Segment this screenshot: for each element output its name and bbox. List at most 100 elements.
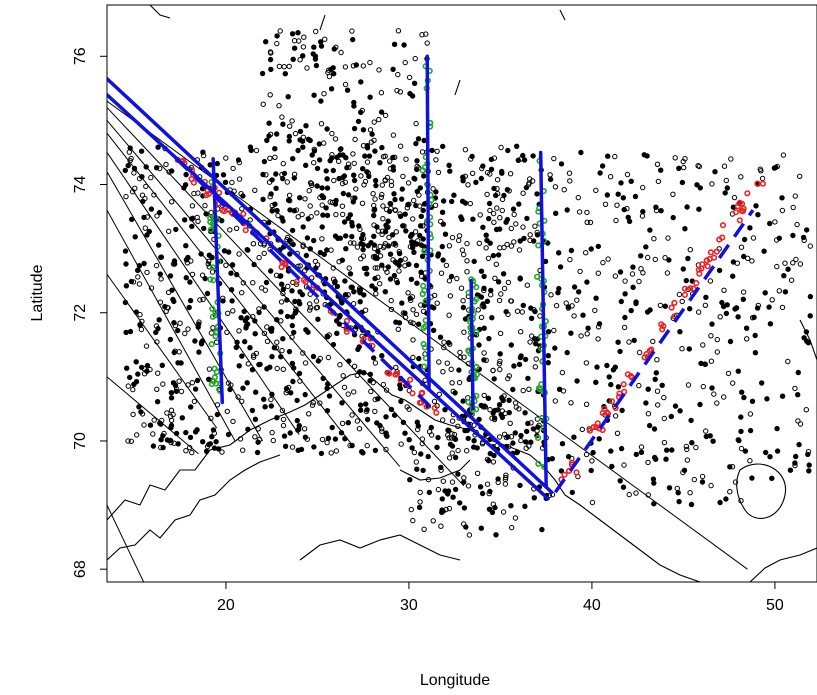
data-point bbox=[294, 417, 300, 424]
data-point bbox=[521, 235, 527, 242]
data-point bbox=[485, 255, 492, 261]
data-point bbox=[636, 278, 642, 285]
data-point bbox=[438, 523, 444, 529]
data-point bbox=[486, 506, 493, 512]
data-point bbox=[434, 300, 440, 306]
data-point bbox=[738, 498, 744, 504]
data-point bbox=[295, 427, 301, 433]
red-point bbox=[242, 227, 249, 234]
data-point bbox=[682, 226, 688, 232]
data-point bbox=[388, 297, 394, 304]
data-point bbox=[709, 181, 715, 187]
data-point bbox=[290, 56, 296, 62]
data-point bbox=[337, 146, 344, 153]
data-point bbox=[224, 408, 231, 415]
data-point bbox=[163, 161, 169, 168]
data-point bbox=[336, 175, 342, 182]
data-point bbox=[297, 57, 303, 63]
data-point bbox=[187, 279, 193, 285]
data-point bbox=[293, 306, 299, 312]
data-point bbox=[181, 185, 187, 191]
data-point bbox=[341, 219, 348, 225]
data-point bbox=[447, 168, 453, 174]
data-point bbox=[461, 251, 467, 258]
data-point bbox=[154, 339, 160, 345]
data-point bbox=[402, 430, 408, 436]
green-point bbox=[535, 242, 542, 249]
red-point bbox=[668, 304, 675, 311]
data-point bbox=[406, 74, 413, 81]
data-point bbox=[415, 423, 421, 429]
data-point bbox=[346, 265, 352, 271]
data-point bbox=[144, 232, 150, 238]
data-point bbox=[300, 350, 306, 356]
data-point bbox=[374, 265, 381, 271]
data-point bbox=[381, 244, 387, 251]
data-point bbox=[632, 193, 639, 200]
data-point bbox=[571, 434, 577, 440]
data-point bbox=[803, 407, 809, 413]
data-point bbox=[321, 140, 327, 146]
data-point bbox=[491, 185, 497, 192]
data-point bbox=[318, 121, 325, 127]
data-point bbox=[318, 39, 324, 45]
data-point bbox=[214, 402, 221, 408]
data-point bbox=[489, 509, 496, 516]
data-point bbox=[368, 388, 374, 395]
data-point bbox=[469, 170, 476, 177]
data-point bbox=[527, 176, 533, 182]
data-point bbox=[534, 191, 540, 197]
data-point bbox=[449, 450, 455, 456]
data-point bbox=[614, 202, 620, 208]
data-point bbox=[410, 307, 416, 313]
data-point bbox=[371, 119, 377, 125]
data-point bbox=[378, 90, 385, 96]
data-point bbox=[175, 360, 181, 366]
data-point bbox=[275, 212, 281, 219]
data-point bbox=[199, 272, 206, 278]
data-point bbox=[547, 172, 553, 178]
data-point bbox=[619, 407, 625, 414]
data-point bbox=[156, 317, 162, 323]
data-point bbox=[776, 288, 782, 294]
data-point bbox=[302, 391, 308, 398]
data-point bbox=[364, 442, 370, 449]
data-point bbox=[621, 462, 627, 468]
data-point bbox=[322, 36, 328, 42]
data-point bbox=[684, 446, 690, 453]
data-point bbox=[280, 121, 286, 127]
data-point bbox=[425, 476, 432, 483]
data-point bbox=[487, 171, 493, 177]
data-point bbox=[464, 240, 470, 247]
data-point bbox=[312, 258, 319, 265]
data-point bbox=[256, 306, 262, 312]
data-point bbox=[749, 475, 755, 481]
data-point bbox=[419, 149, 426, 155]
data-point bbox=[506, 397, 512, 403]
data-point bbox=[722, 190, 728, 196]
data-point bbox=[307, 307, 313, 313]
data-point bbox=[297, 137, 303, 143]
data-point bbox=[269, 353, 275, 360]
data-point bbox=[360, 166, 366, 172]
data-point bbox=[499, 408, 505, 414]
data-point bbox=[155, 144, 161, 150]
data-point bbox=[196, 321, 202, 327]
data-point bbox=[274, 415, 280, 421]
data-point bbox=[734, 260, 740, 266]
data-point bbox=[755, 212, 761, 218]
data-point bbox=[167, 336, 174, 343]
data-point bbox=[334, 330, 340, 336]
data-point bbox=[484, 481, 491, 487]
data-point bbox=[408, 233, 414, 240]
coastline-4 bbox=[749, 547, 817, 582]
data-point bbox=[274, 207, 280, 214]
data-point bbox=[253, 350, 259, 357]
data-point bbox=[229, 262, 236, 268]
y-tick-label-76: 76 bbox=[72, 47, 89, 65]
data-point bbox=[699, 479, 706, 485]
data-point bbox=[406, 201, 412, 208]
data-point bbox=[252, 318, 258, 324]
data-point bbox=[166, 228, 172, 235]
